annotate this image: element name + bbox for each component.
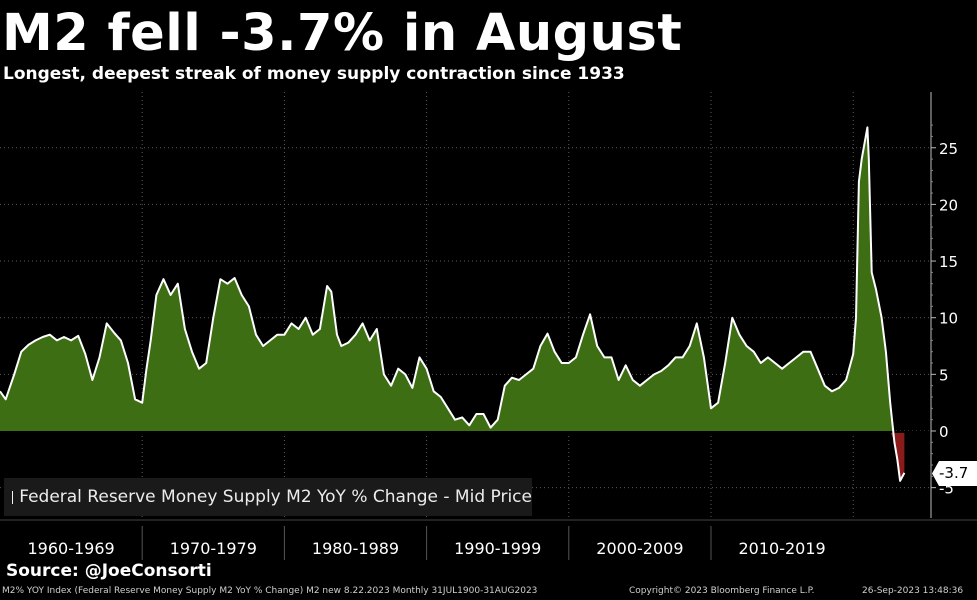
x-period-label: 1960-1969 [27,539,114,558]
source-credit: Source: @JoeConsorti [6,561,212,581]
y-tick-label: 15 [939,253,958,271]
last-value-tag: -3.7 [932,461,977,486]
area-positive [0,127,905,431]
x-period-label: 2000-2009 [596,539,683,558]
chart-subtitle: Longest, deepest streak of money supply … [3,64,625,84]
legend-swatch [12,490,14,504]
y-tick-label: 0 [939,423,949,441]
footer-copyright: Copyright© 2023 Bloomberg Finance L.P. [629,586,815,596]
x-period-label: 1970-1979 [170,539,257,558]
x-period-label: 1980-1989 [312,539,399,558]
x-period-label: 2010-2019 [738,539,825,558]
y-tick-label: 10 [939,310,958,328]
zero-line [0,431,930,433]
y-tick-label: 20 [939,196,958,214]
footer-ticker: M2% YOY Index (Federal Reserve Money Sup… [2,586,538,596]
chart-title: M2 fell -3.7% in August [2,4,683,63]
series-line [0,126,906,482]
legend: Federal Reserve Money Supply M2 YoY % Ch… [4,478,532,516]
area-negative [0,431,905,481]
x-period-label: 1990-1999 [454,539,541,558]
y-tick-label: 5 [939,366,949,384]
footer-timestamp: 26-Sep-2023 13:48:36 [862,586,964,596]
legend-label: Federal Reserve Money Supply M2 YoY % Ch… [19,487,532,507]
y-tick-label: 25 [939,140,958,158]
